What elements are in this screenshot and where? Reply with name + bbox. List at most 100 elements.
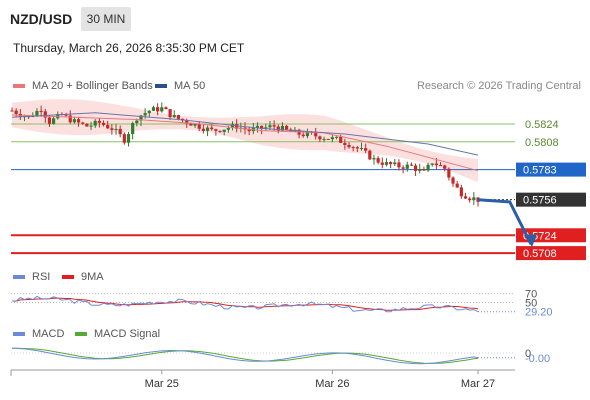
forecast-arrow-head bbox=[524, 234, 537, 248]
candle-body-52 bbox=[226, 128, 230, 130]
legend-macd: MACD bbox=[13, 328, 64, 340]
credit-label: Research © 2026 Trading Central bbox=[416, 80, 581, 92]
candle-body-51 bbox=[222, 129, 226, 132]
legend-rsi-ma: 9MA bbox=[62, 271, 104, 283]
candle-body-24 bbox=[110, 128, 114, 130]
candle-body-40 bbox=[176, 115, 181, 119]
candle-body-57 bbox=[247, 129, 251, 132]
candle-body-111 bbox=[472, 197, 476, 201]
candle-body-102 bbox=[434, 163, 438, 166]
candle-body-34 bbox=[151, 107, 156, 111]
candle-body-106 bbox=[451, 177, 455, 184]
candle-body-95 bbox=[405, 164, 409, 169]
candle-body-86 bbox=[368, 150, 372, 160]
timeframe-button[interactable]: 30 MIN bbox=[81, 7, 131, 31]
candle-body-43 bbox=[189, 123, 193, 126]
candle-body-50 bbox=[218, 130, 222, 132]
ma50-swatch bbox=[155, 84, 167, 88]
candle-body-21 bbox=[97, 120, 101, 123]
candle-body-89 bbox=[380, 162, 384, 165]
candle-body-36 bbox=[160, 107, 164, 112]
forecast-arrow-line bbox=[477, 198, 533, 245]
candle-body-78 bbox=[334, 136, 339, 138]
candle-body-80 bbox=[343, 142, 347, 145]
candle-body-99 bbox=[422, 169, 426, 171]
candle-body-77 bbox=[330, 137, 334, 140]
legend-rsi-ma-label: 9MA bbox=[81, 271, 104, 283]
rsi-last-label: 29.20 bbox=[525, 307, 553, 319]
rsi-tick-0: 70 bbox=[525, 289, 537, 301]
candle-body-31 bbox=[139, 115, 143, 121]
candle-body-83 bbox=[355, 147, 359, 149]
candle-body-108 bbox=[459, 187, 463, 197]
level-label-0: 0.5824 bbox=[525, 119, 559, 131]
legend-rsi-label: RSI bbox=[32, 271, 51, 283]
candle-body-90 bbox=[384, 162, 389, 165]
legend-ma20: MA 20 + Bollinger Bands bbox=[13, 80, 153, 92]
level-box-2 bbox=[516, 162, 586, 177]
legend-macd-label: MACD bbox=[32, 328, 65, 340]
candle-body-29 bbox=[131, 123, 135, 135]
ma20-swatch bbox=[13, 84, 25, 88]
candle-body-64 bbox=[276, 126, 280, 131]
candle-body-103 bbox=[438, 165, 443, 167]
ma50-line bbox=[11, 112, 479, 156]
legend-ma50: MA 50 bbox=[155, 80, 205, 92]
candle-body-37 bbox=[164, 107, 168, 110]
macd-signal-swatch bbox=[75, 332, 87, 336]
macd-line bbox=[11, 347, 479, 365]
candle-body-23 bbox=[106, 125, 110, 129]
macd-signal-line bbox=[11, 347, 479, 364]
candle-body-35 bbox=[156, 107, 160, 112]
candle-body-33 bbox=[147, 110, 151, 114]
candle-body-53 bbox=[230, 124, 235, 129]
candle-body-48 bbox=[210, 127, 214, 130]
legend-ma20-label: MA 20 + Bollinger Bands bbox=[32, 80, 153, 92]
candle-body-15 bbox=[72, 119, 77, 123]
candle-body-60 bbox=[260, 125, 264, 129]
candle-body-11 bbox=[56, 114, 60, 119]
candle-body-14 bbox=[68, 115, 72, 123]
candle-body-59 bbox=[255, 125, 260, 128]
x-tick-label-1: Mar 26 bbox=[315, 378, 349, 390]
candle-body-28 bbox=[126, 134, 131, 143]
ma20-line bbox=[11, 114, 479, 172]
level-label-1: 0.5808 bbox=[525, 137, 559, 149]
macd-panel: 0-0.00 bbox=[11, 347, 550, 365]
candle-body-101 bbox=[430, 163, 434, 165]
macd-tick-0: 0 bbox=[525, 348, 531, 360]
last-price-label: 0.5756 bbox=[523, 195, 557, 207]
candle-body-42 bbox=[185, 120, 189, 124]
candle-body-107 bbox=[455, 183, 459, 188]
candle-body-92 bbox=[393, 162, 397, 165]
rsi-ma-swatch bbox=[62, 275, 74, 279]
candle-body-110 bbox=[468, 198, 472, 201]
candle-body-46 bbox=[201, 128, 205, 131]
candle-body-88 bbox=[376, 158, 380, 163]
candle-body-44 bbox=[193, 123, 197, 126]
candle-body-104 bbox=[443, 165, 447, 169]
bollinger-band bbox=[12, 99, 478, 183]
candle-body-73 bbox=[314, 132, 318, 137]
candle-body-61 bbox=[264, 127, 268, 129]
candle-body-93 bbox=[397, 162, 401, 168]
candle-body-8 bbox=[43, 111, 47, 118]
legend-macd-signal-label: MACD Signal bbox=[94, 328, 161, 340]
time-axis: Mar 25 Mar 26 Mar 27 bbox=[10, 369, 515, 390]
candle-body-6 bbox=[35, 110, 39, 117]
candle-body-100 bbox=[426, 164, 430, 171]
rsi-tick-1: 50 bbox=[525, 298, 537, 310]
candle-body-1 bbox=[14, 110, 18, 114]
candle-body-54 bbox=[235, 124, 239, 129]
rsi-swatch bbox=[13, 275, 25, 279]
x-tick-label-2: Mar 27 bbox=[461, 378, 495, 390]
candle-body-45 bbox=[197, 123, 201, 129]
candle-body-96 bbox=[409, 164, 414, 166]
candle-body-0 bbox=[10, 110, 14, 112]
candle-body-84 bbox=[359, 148, 364, 150]
macd-last-label: -0.00 bbox=[525, 353, 550, 365]
candle-body-85 bbox=[364, 148, 368, 151]
candle-body-30 bbox=[135, 120, 139, 124]
candle-body-47 bbox=[205, 127, 210, 131]
